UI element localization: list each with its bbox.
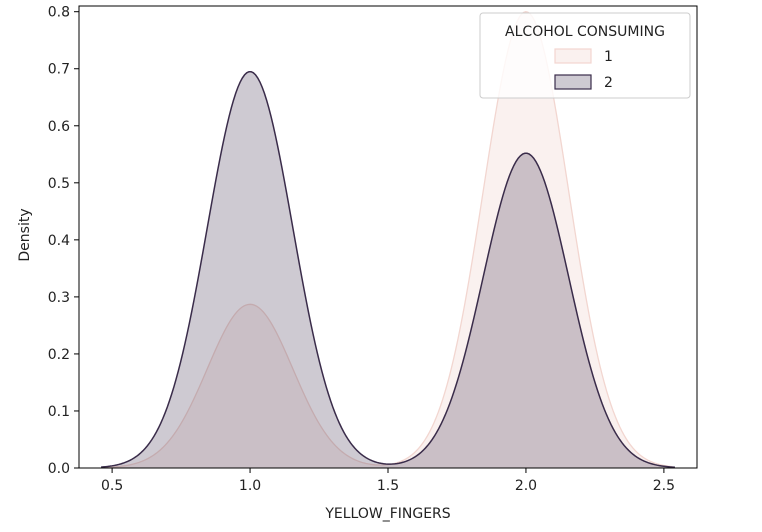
x-axis-label: YELLOW_FINGERS <box>324 506 450 522</box>
y-tick-label: 0.4 <box>48 233 70 249</box>
legend-swatch-2 <box>554 74 592 90</box>
x-tick-label: 1.5 <box>377 478 399 494</box>
x-tick-label: 0.5 <box>101 478 123 494</box>
y-tick-label: 0.8 <box>48 5 70 21</box>
legend-label-2: 2 <box>604 75 613 91</box>
y-tick-label: 0.2 <box>48 347 70 363</box>
series-2-line <box>101 70 675 469</box>
y-tick-label: 0.0 <box>48 461 70 477</box>
legend-label-1: 1 <box>604 49 613 65</box>
x-tick-label: 1.0 <box>239 478 261 494</box>
series-layer <box>101 11 675 469</box>
y-axis: 0.0 0.1 0.2 0.3 0.4 0.5 0.6 0.7 0.8 <box>48 5 79 477</box>
x-axis: 0.5 1.0 1.5 2.0 2.5 <box>101 468 675 494</box>
y-tick-label: 0.6 <box>48 119 70 135</box>
x-tick-label: 2.0 <box>515 478 537 494</box>
series-1-area <box>103 11 673 469</box>
legend: ALCOHOL CONSUMING 1 2 <box>479 12 691 99</box>
y-axis-label: Density <box>17 208 33 261</box>
y-tick-label: 0.3 <box>48 290 70 306</box>
legend-title: ALCOHOL CONSUMING <box>505 24 665 40</box>
series-2-area <box>101 71 675 468</box>
y-tick-label: 0.7 <box>48 62 70 78</box>
legend-box <box>479 12 691 99</box>
legend-swatch-1 <box>554 48 592 64</box>
y-tick-label: 0.5 <box>48 176 70 192</box>
x-tick-label: 2.5 <box>653 478 675 494</box>
y-tick-label: 0.1 <box>48 404 70 420</box>
